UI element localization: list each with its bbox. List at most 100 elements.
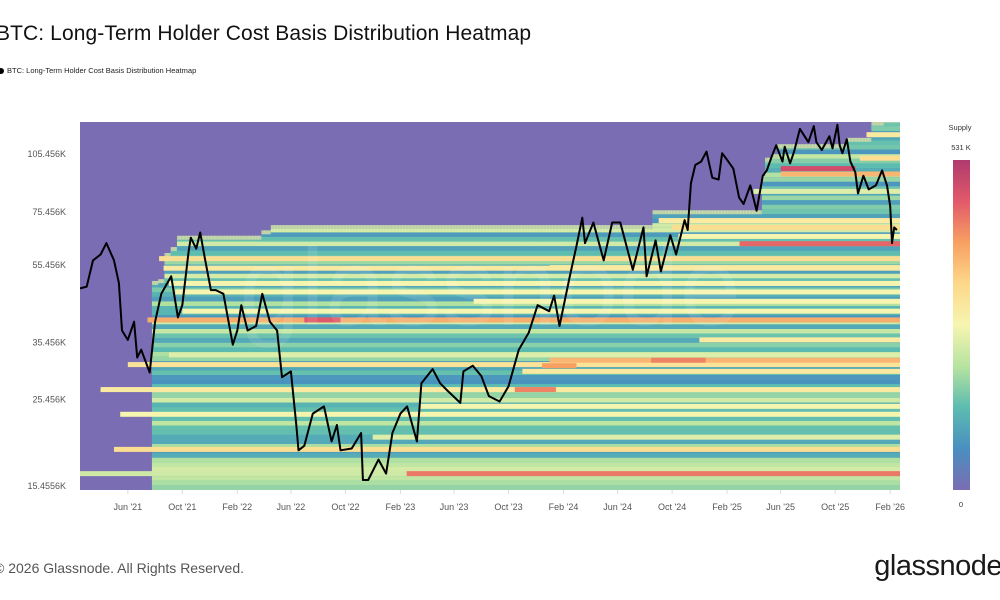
cost-basis-band <box>419 403 900 409</box>
cost-basis-band <box>406 471 900 477</box>
x-axis: Jun '21 Oct '21 Feb '22 Jun '22 Oct '22 Feb '… <box>113 490 905 512</box>
heatmap-row <box>151 416 900 421</box>
cost-basis-band <box>651 357 706 363</box>
heatmap-row <box>151 462 900 467</box>
heatmap-row <box>151 260 900 265</box>
y-tick-label: 55.456K <box>32 260 66 270</box>
colorbar-min-label: 0 <box>959 500 963 509</box>
cost-basis-band <box>780 171 900 177</box>
cost-basis-band <box>113 446 900 452</box>
cost-basis-band <box>168 280 900 286</box>
y-tick-label: 35.456K <box>32 337 66 347</box>
cost-basis-band <box>753 188 900 194</box>
x-tick-label: Oct '23 <box>494 502 522 512</box>
heatmap-row <box>151 393 900 398</box>
legend-marker <box>0 67 4 74</box>
heatmap-row <box>151 347 900 352</box>
colorbar-gradient <box>953 160 970 490</box>
x-tick-label: Jun '24 <box>603 502 632 512</box>
glassnode-logo[interactable]: glassnode <box>874 550 1000 582</box>
colorbar: Supply 531 K 0 <box>949 123 972 509</box>
cost-basis-band <box>699 337 900 343</box>
cost-basis-band <box>120 411 900 417</box>
colorbar-title: Supply <box>949 123 972 132</box>
heatmap-row <box>151 329 900 334</box>
cost-basis-band <box>163 265 900 271</box>
cost-basis-band <box>182 308 900 314</box>
y-tick-label: 75.456K <box>32 207 66 217</box>
heatmap-row <box>151 227 900 233</box>
heatmap-row <box>151 342 900 348</box>
legend[interactable]: BTC: Long-Term Holder Cost Basis Distrib… <box>0 66 196 75</box>
cost-basis-band <box>542 363 577 369</box>
legend-label: BTC: Long-Term Holder Cost Basis Distrib… <box>7 66 197 75</box>
watermark-logo: glassnode <box>239 226 741 349</box>
cost-basis-band <box>147 317 900 323</box>
heatmap-row <box>151 365 900 371</box>
y-axis: 15.4556K 25.456K 35.456K 55.456K 75.456K 105.… <box>27 149 66 491</box>
heatmap-row <box>151 444 900 449</box>
cost-basis-band <box>304 317 341 323</box>
heatmap-row <box>151 407 900 412</box>
heatmap-row <box>151 425 900 431</box>
heatmap-row <box>151 237 900 242</box>
heatmap-row <box>151 232 900 237</box>
x-tick-label: Jun '25 <box>766 502 795 512</box>
price-line-group <box>80 123 898 481</box>
cost-basis-band <box>658 218 900 224</box>
chart-title: BTC: Long-Term Holder Cost Basis Distrib… <box>0 22 532 45</box>
heatmap-row <box>151 379 900 385</box>
cost-basis-band <box>549 357 900 363</box>
cost-basis-band <box>514 387 556 393</box>
x-tick-label: Feb '22 <box>222 502 252 512</box>
cost-basis-band <box>473 298 900 304</box>
cost-basis-band <box>780 166 856 172</box>
x-tick-label: Oct '22 <box>331 502 359 512</box>
x-tick-label: Oct '21 <box>168 502 196 512</box>
heatmap-row <box>151 246 900 251</box>
heatmap-row <box>151 453 900 458</box>
cost-basis-band <box>175 289 900 295</box>
heatmap-row <box>151 269 900 274</box>
copyright-footer: © 2026 Glassnode. All Rights Reserved. <box>0 560 245 576</box>
y-tick-label: 15.4556K <box>27 481 66 491</box>
heatmap-row <box>151 292 900 297</box>
heatmap-column <box>899 122 900 490</box>
cost-basis-band <box>372 434 900 440</box>
cost-basis-band <box>859 155 900 161</box>
cost-basis-band <box>522 368 900 374</box>
colorbar-max-label: 531 K <box>951 143 971 152</box>
cost-basis-band <box>168 352 900 358</box>
heatmap-row <box>151 476 900 481</box>
cost-basis-band <box>100 387 900 393</box>
x-tick-label: Oct '24 <box>658 502 686 512</box>
x-tick-label: Jun '21 <box>113 502 142 512</box>
x-tick-label: Feb '26 <box>875 502 905 512</box>
heatmap-cell-edge <box>899 122 900 127</box>
heatmap-row <box>151 250 900 256</box>
heatmap-row <box>151 324 900 329</box>
y-tick-label: 25.456K <box>32 395 66 405</box>
cost-basis-band <box>866 132 900 138</box>
x-tick-label: Feb '23 <box>386 502 416 512</box>
heatmap-row <box>151 480 900 486</box>
heatmap-row <box>151 356 900 362</box>
x-tick-label: Jun '22 <box>277 502 306 512</box>
heatmap-row <box>151 338 900 343</box>
cost-basis-band <box>672 224 900 230</box>
heatmap-row <box>151 384 900 389</box>
btc-price-line <box>80 123 898 481</box>
heatmap-row <box>151 439 900 444</box>
cost-basis-band <box>159 256 900 262</box>
cost-basis-band <box>549 265 900 271</box>
heatmap-row <box>151 306 900 311</box>
heatmap-row <box>151 273 900 279</box>
heatmap-row <box>151 375 900 380</box>
heatmap-row <box>151 467 900 472</box>
heatmap-row <box>151 241 900 247</box>
heatmap-row <box>151 278 900 283</box>
heatmap-row <box>151 457 900 463</box>
cost-basis-band <box>739 241 900 247</box>
heatmap-row <box>151 398 900 403</box>
